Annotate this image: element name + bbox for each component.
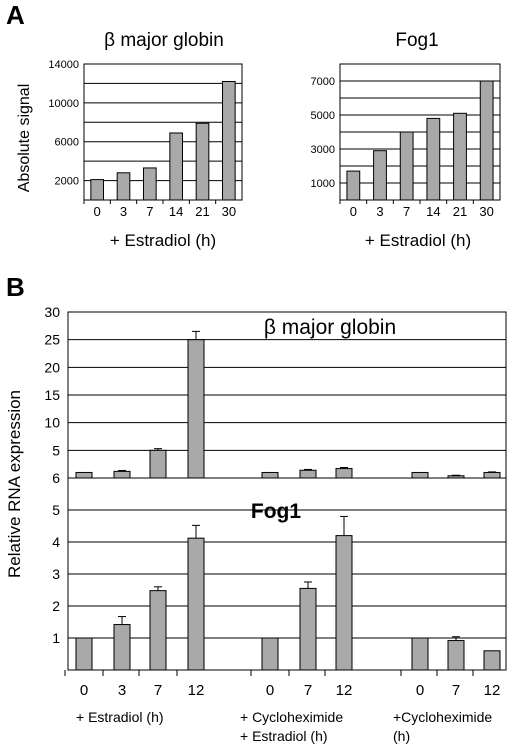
chart-b-xtick-label: 12	[336, 682, 353, 699]
chart-b-group-label: + Cycloheximide	[240, 709, 343, 725]
chart-a2-ytick-label: 7000	[311, 76, 335, 88]
chart-b-xtick-label: 3	[118, 682, 126, 699]
chart-b2-bar-g0-0	[75, 637, 93, 671]
chart-a1-xtick-label: 0	[94, 204, 101, 219]
chart-b1-bar-g2-12	[483, 471, 501, 479]
chart-a1-bar-3	[116, 172, 131, 201]
chart-b2-bar-g0-12	[187, 537, 205, 671]
chart-b-group-label: +Cycloheximide	[393, 709, 492, 725]
chart-a1-ytick-label: 14000	[48, 59, 79, 71]
chart-a2-xtick-label: 14	[426, 204, 440, 219]
chart-b-xtick-label: 0	[416, 682, 424, 699]
chart-b1-ytick-label: 15	[44, 387, 60, 403]
chart-b1-bar-g0-0	[75, 471, 93, 479]
chart-b-xtick-label: 12	[484, 682, 501, 699]
chart-a2-xtick-label: 7	[403, 204, 410, 219]
chart-b-xtick-label: 0	[266, 682, 274, 699]
chart-a2-ytick-label: 3000	[311, 144, 335, 156]
chart-a2-ytick-label: 5000	[311, 110, 335, 122]
chart-b2-ytick-label: 3	[52, 566, 60, 582]
chart-b2-bar-g1-12	[335, 535, 353, 671]
chart-b-xtick-label: 12	[188, 682, 205, 699]
chart-b2-bar-g0-7	[149, 590, 167, 671]
chart-a1-ylabel: Absolute signal	[16, 84, 33, 193]
chart-b-xtick-label: 7	[304, 682, 312, 699]
chart-b2-bar-g1-0	[261, 637, 279, 671]
chart-a1-bar-7	[143, 167, 157, 201]
chart-b1-bar-g0-7	[149, 449, 167, 479]
chart-b1-ytick-label: 5	[52, 442, 60, 458]
chart-a1-plot-frame	[83, 63, 243, 201]
chart-b-xtick-label: 0	[80, 682, 88, 699]
chart-a2-xtick-label: 30	[479, 204, 493, 219]
chart-a1-ytick-label: 10000	[48, 98, 79, 110]
chart-a1-xtick-label: 3	[120, 204, 127, 219]
chart-b2-ytick-label: 2	[52, 598, 60, 614]
chart-b2-bar-g2-12	[483, 650, 501, 671]
chart-b1-title: β major globin	[264, 316, 396, 339]
chart-a-beta-globin: β major globin Absolute signal + Estradi…	[16, 30, 243, 250]
chart-a1-ytick-label: 6000	[55, 137, 79, 149]
chart-a1-bar-30	[222, 80, 236, 201]
chart-b2-ytick-label: 4	[52, 534, 60, 550]
chart-a2-bar-30	[479, 80, 494, 201]
chart-a2-xtick-label: 0	[350, 204, 357, 219]
chart-a1-title: β major globin	[104, 30, 224, 51]
chart-a2-bar-3	[373, 150, 387, 201]
chart-a2-bar-0	[346, 170, 361, 201]
chart-b2-bar-g2-0	[411, 637, 429, 671]
chart-a2-bar-7	[399, 131, 414, 201]
panel-b-label: B	[6, 272, 25, 302]
chart-a1-xlabel: + Estradiol (h)	[110, 231, 216, 250]
chart-a2-xlabel: + Estradiol (h)	[365, 231, 471, 250]
chart-a1-bar-0	[90, 179, 104, 201]
chart-b1-ytick-label: 25	[44, 332, 60, 348]
chart-b1-bar-g2-0	[411, 471, 429, 479]
chart-b-ylabel: Relative RNA expression	[5, 390, 24, 578]
chart-a2-title: Fog1	[395, 30, 438, 51]
chart-b1-bar-g1-7	[299, 469, 317, 479]
chart-b1-bar-g1-0	[261, 471, 279, 479]
chart-a1-xtick-label: 14	[169, 204, 183, 219]
chart-b-xtick-label: 7	[154, 682, 162, 699]
chart-b1-bar-g0-12	[187, 339, 205, 479]
chart-b2-ytick-label: 5	[52, 502, 60, 518]
chart-a2-xtick-label: 21	[453, 204, 467, 219]
panel-a-label: A	[6, 0, 25, 30]
chart-a2-ytick-label: 1000	[311, 178, 335, 190]
chart-b1-bar-g0-3	[113, 470, 131, 479]
chart-a1-xtick-label: 30	[222, 204, 236, 219]
chart-a1-bar-14	[169, 132, 183, 201]
chart-b-group-label: + Estradiol (h)	[76, 709, 164, 725]
chart-b: Relative RNA expression β major globin F…	[5, 304, 507, 744]
chart-a1-ytick-label: 2000	[55, 176, 79, 188]
chart-b2-title: Fog1	[251, 500, 301, 523]
chart-b1-ytick-label: 20	[44, 359, 60, 375]
chart-b2-bar-g0-3	[113, 624, 131, 671]
chart-b-xtick-label: 7	[452, 682, 460, 699]
chart-b-group-label: + Estradiol (h)	[240, 728, 328, 744]
chart-a2-bar-21	[453, 112, 467, 201]
chart-b2-ytick-label: 1	[52, 630, 60, 646]
chart-b-group-label: (h)	[393, 728, 410, 744]
chart-b1-bar-g1-12	[335, 468, 353, 479]
chart-a1-xtick-label: 21	[195, 204, 209, 219]
chart-b1-ytick-label: 10	[44, 415, 60, 431]
chart-b1-ytick-label: 30	[44, 304, 60, 320]
chart-a2-xtick-label: 3	[376, 204, 383, 219]
chart-b2-ytick-label: 6	[52, 470, 60, 486]
chart-b2-bar-g2-7	[447, 640, 465, 671]
chart-a-fog1: Fog1 + Estradiol (h) 1000 3000 5000 7000 0 3…	[311, 30, 501, 250]
chart-a1-xtick-label: 7	[146, 204, 153, 219]
chart-a1-bar-21	[195, 122, 210, 201]
chart-a2-bar-14	[426, 117, 441, 201]
chart-b2-bar-g1-7	[299, 587, 317, 671]
